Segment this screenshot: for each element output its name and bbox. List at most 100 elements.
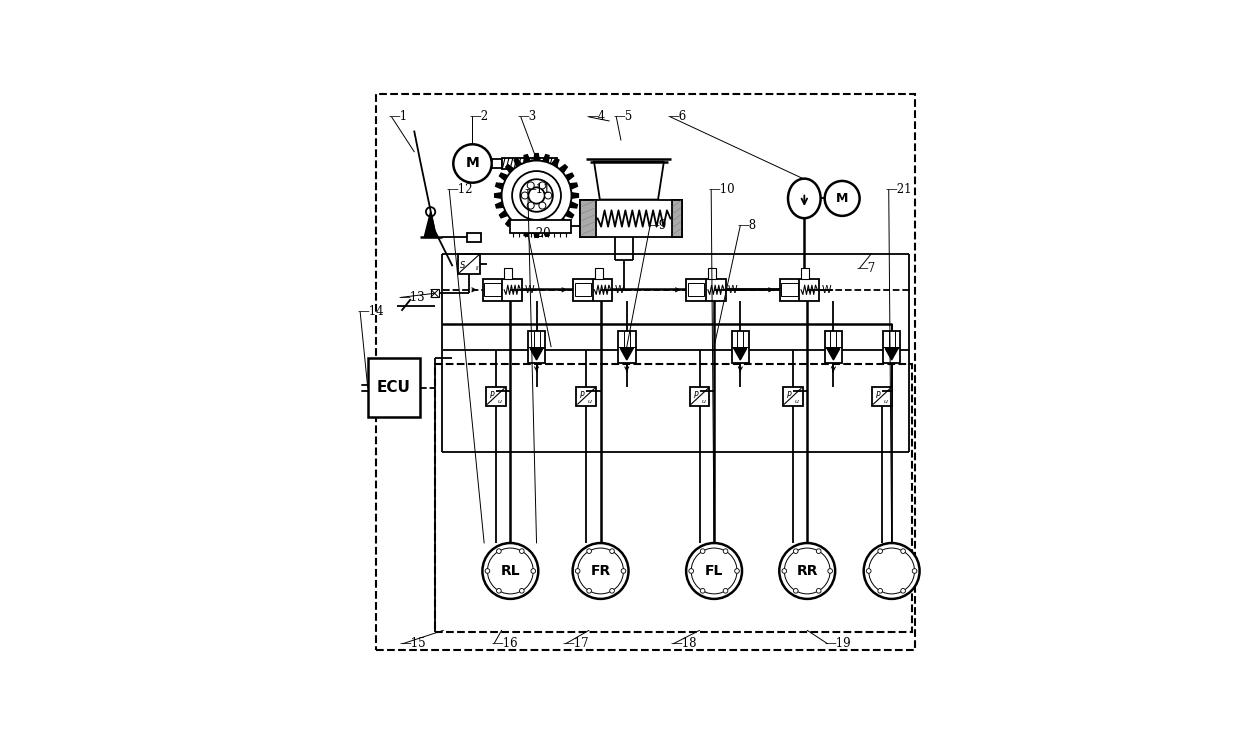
Circle shape <box>544 192 552 199</box>
Circle shape <box>528 187 544 203</box>
Circle shape <box>482 543 538 599</box>
Circle shape <box>496 588 501 593</box>
Bar <box>505 268 512 279</box>
Bar <box>435 364 911 632</box>
Polygon shape <box>565 173 574 181</box>
Polygon shape <box>569 183 578 189</box>
Circle shape <box>502 160 572 231</box>
Text: $P$: $P$ <box>874 389 882 400</box>
Text: —21: —21 <box>885 183 913 196</box>
Ellipse shape <box>787 178 821 218</box>
Bar <box>782 387 802 406</box>
Polygon shape <box>559 165 568 173</box>
Bar <box>485 284 501 296</box>
Bar <box>368 358 420 417</box>
Text: —9: —9 <box>647 219 666 232</box>
Polygon shape <box>543 155 549 163</box>
Circle shape <box>785 548 830 594</box>
Text: —2: —2 <box>470 110 489 123</box>
Circle shape <box>621 569 626 573</box>
Circle shape <box>689 569 693 573</box>
Polygon shape <box>500 173 508 181</box>
Text: $S$: $S$ <box>459 259 466 270</box>
Bar <box>430 290 439 297</box>
Circle shape <box>575 569 580 573</box>
Text: $u$: $u$ <box>701 398 707 404</box>
Polygon shape <box>525 155 531 163</box>
Bar <box>511 220 572 233</box>
Text: —12: —12 <box>446 183 472 196</box>
Bar <box>689 387 709 406</box>
Polygon shape <box>572 193 578 198</box>
Circle shape <box>539 202 546 209</box>
Text: $u$: $u$ <box>794 398 800 404</box>
Circle shape <box>573 543 629 599</box>
Polygon shape <box>515 225 522 233</box>
Text: —5: —5 <box>614 110 632 123</box>
Circle shape <box>521 179 553 212</box>
Bar <box>577 387 596 406</box>
Polygon shape <box>496 202 503 208</box>
Bar <box>595 268 603 279</box>
Bar <box>492 159 502 168</box>
Circle shape <box>794 588 799 593</box>
Bar <box>466 233 481 242</box>
Circle shape <box>512 171 560 220</box>
Bar <box>580 200 682 237</box>
Polygon shape <box>885 349 898 360</box>
Circle shape <box>520 549 525 553</box>
Bar <box>825 331 842 363</box>
Bar <box>688 284 704 296</box>
Bar <box>574 284 591 296</box>
Polygon shape <box>620 349 634 360</box>
Polygon shape <box>496 183 503 189</box>
Bar <box>486 387 506 406</box>
Text: —11: —11 <box>525 183 552 196</box>
Polygon shape <box>495 193 502 198</box>
Text: W: W <box>821 285 831 295</box>
Bar <box>872 387 892 406</box>
Text: $P$: $P$ <box>489 389 496 400</box>
Text: $P$: $P$ <box>786 389 792 400</box>
Text: —1: —1 <box>388 110 408 123</box>
Bar <box>883 331 900 363</box>
Text: —15: —15 <box>399 637 427 650</box>
Circle shape <box>425 207 435 216</box>
Bar <box>801 268 810 279</box>
Bar <box>780 279 820 301</box>
Circle shape <box>587 549 591 553</box>
Circle shape <box>578 548 624 594</box>
Text: M: M <box>836 192 848 205</box>
Circle shape <box>701 588 706 593</box>
Circle shape <box>734 569 739 573</box>
Text: W: W <box>615 285 624 295</box>
Text: $P$: $P$ <box>693 389 699 400</box>
Circle shape <box>701 549 706 553</box>
Text: —17: —17 <box>563 637 589 650</box>
Circle shape <box>454 144 492 183</box>
Bar <box>458 254 480 274</box>
Text: —3: —3 <box>518 110 537 123</box>
Polygon shape <box>500 210 508 218</box>
Text: —18: —18 <box>671 637 697 650</box>
Circle shape <box>587 588 591 593</box>
Circle shape <box>816 549 821 553</box>
Circle shape <box>723 588 728 593</box>
Polygon shape <box>565 210 574 218</box>
Polygon shape <box>559 218 568 226</box>
Circle shape <box>527 202 534 209</box>
Circle shape <box>691 548 737 594</box>
Bar <box>708 268 715 279</box>
Text: RR: RR <box>796 564 818 578</box>
Bar <box>580 200 596 237</box>
Text: W: W <box>525 285 534 295</box>
Text: —4: —4 <box>587 110 605 123</box>
Circle shape <box>794 549 799 553</box>
Circle shape <box>485 569 490 573</box>
Text: ECU: ECU <box>377 380 410 395</box>
Text: W: W <box>728 285 738 295</box>
Polygon shape <box>533 231 539 237</box>
Bar <box>781 284 797 296</box>
Text: RL: RL <box>501 564 520 578</box>
Bar <box>618 331 635 363</box>
